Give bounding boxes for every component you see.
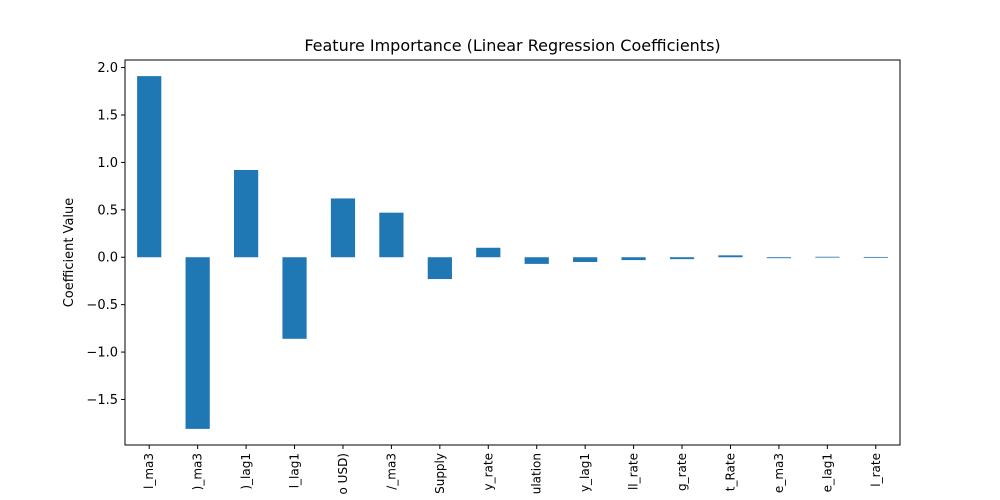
y-ticks: 2.0 1.5 1.0 0.5 0.0 −0.5 −1.0 −1.5 [86,61,125,408]
y-tick-label: 0.0 [97,251,118,266]
x-tick-label: l_ma3 [142,453,156,489]
bar [863,256,888,258]
plot-frame [124,59,901,446]
bar [427,257,452,280]
x-tick-label: ulation [530,453,544,494]
x-tick-label: e_ma3 [772,453,786,493]
bar [766,257,792,259]
x-tick-label: y_lag1 [578,453,592,492]
x-tick-label: /_ma3 [384,453,398,490]
y-tick-label: −1.0 [86,346,118,361]
y-tick-label: −0.5 [86,298,118,313]
y-tick-label: 0.5 [97,203,118,218]
x-tick-label: y_rate [481,453,495,490]
x-tick-label: )_ma3 [191,453,205,490]
y-tick-label: 2.0 [97,61,118,76]
x-tick-label: e_lag1 [820,453,834,492]
bar [669,257,695,260]
bar [330,198,356,258]
bars [137,76,888,429]
y-axis-label: Coefficient Value [62,198,77,308]
x-tick-label: o USD) [336,453,350,494]
x-tick-label: l_rate [869,453,883,487]
bar [524,257,549,264]
bar [185,257,210,429]
x-tick-label: )_lag1 [239,453,253,490]
x-tick-label: l_lag1 [288,453,302,488]
x-tick-label: g_rate [675,453,689,491]
bar [718,255,743,258]
y-tick-label: 1.0 [97,156,118,171]
bar [282,257,307,339]
bar [137,76,162,258]
bar [379,212,404,258]
x-ticks: l_ma3 )_ma3 )_lag1 l_lag1 o USD) /_ma3 Supply y… [142,445,883,494]
bar [621,257,646,261]
chart-title: Feature Importance (Linear Regression Co… [304,36,720,55]
bar [233,170,259,258]
x-tick-label: ll_rate [627,453,641,490]
bar [476,247,501,258]
x-tick-label: t_Rate [723,453,737,491]
y-tick-label: −1.5 [86,393,118,408]
y-tick-label: 1.5 [97,109,118,124]
bar [815,256,840,258]
x-tick-label: Supply [433,453,447,494]
bar [573,257,598,262]
